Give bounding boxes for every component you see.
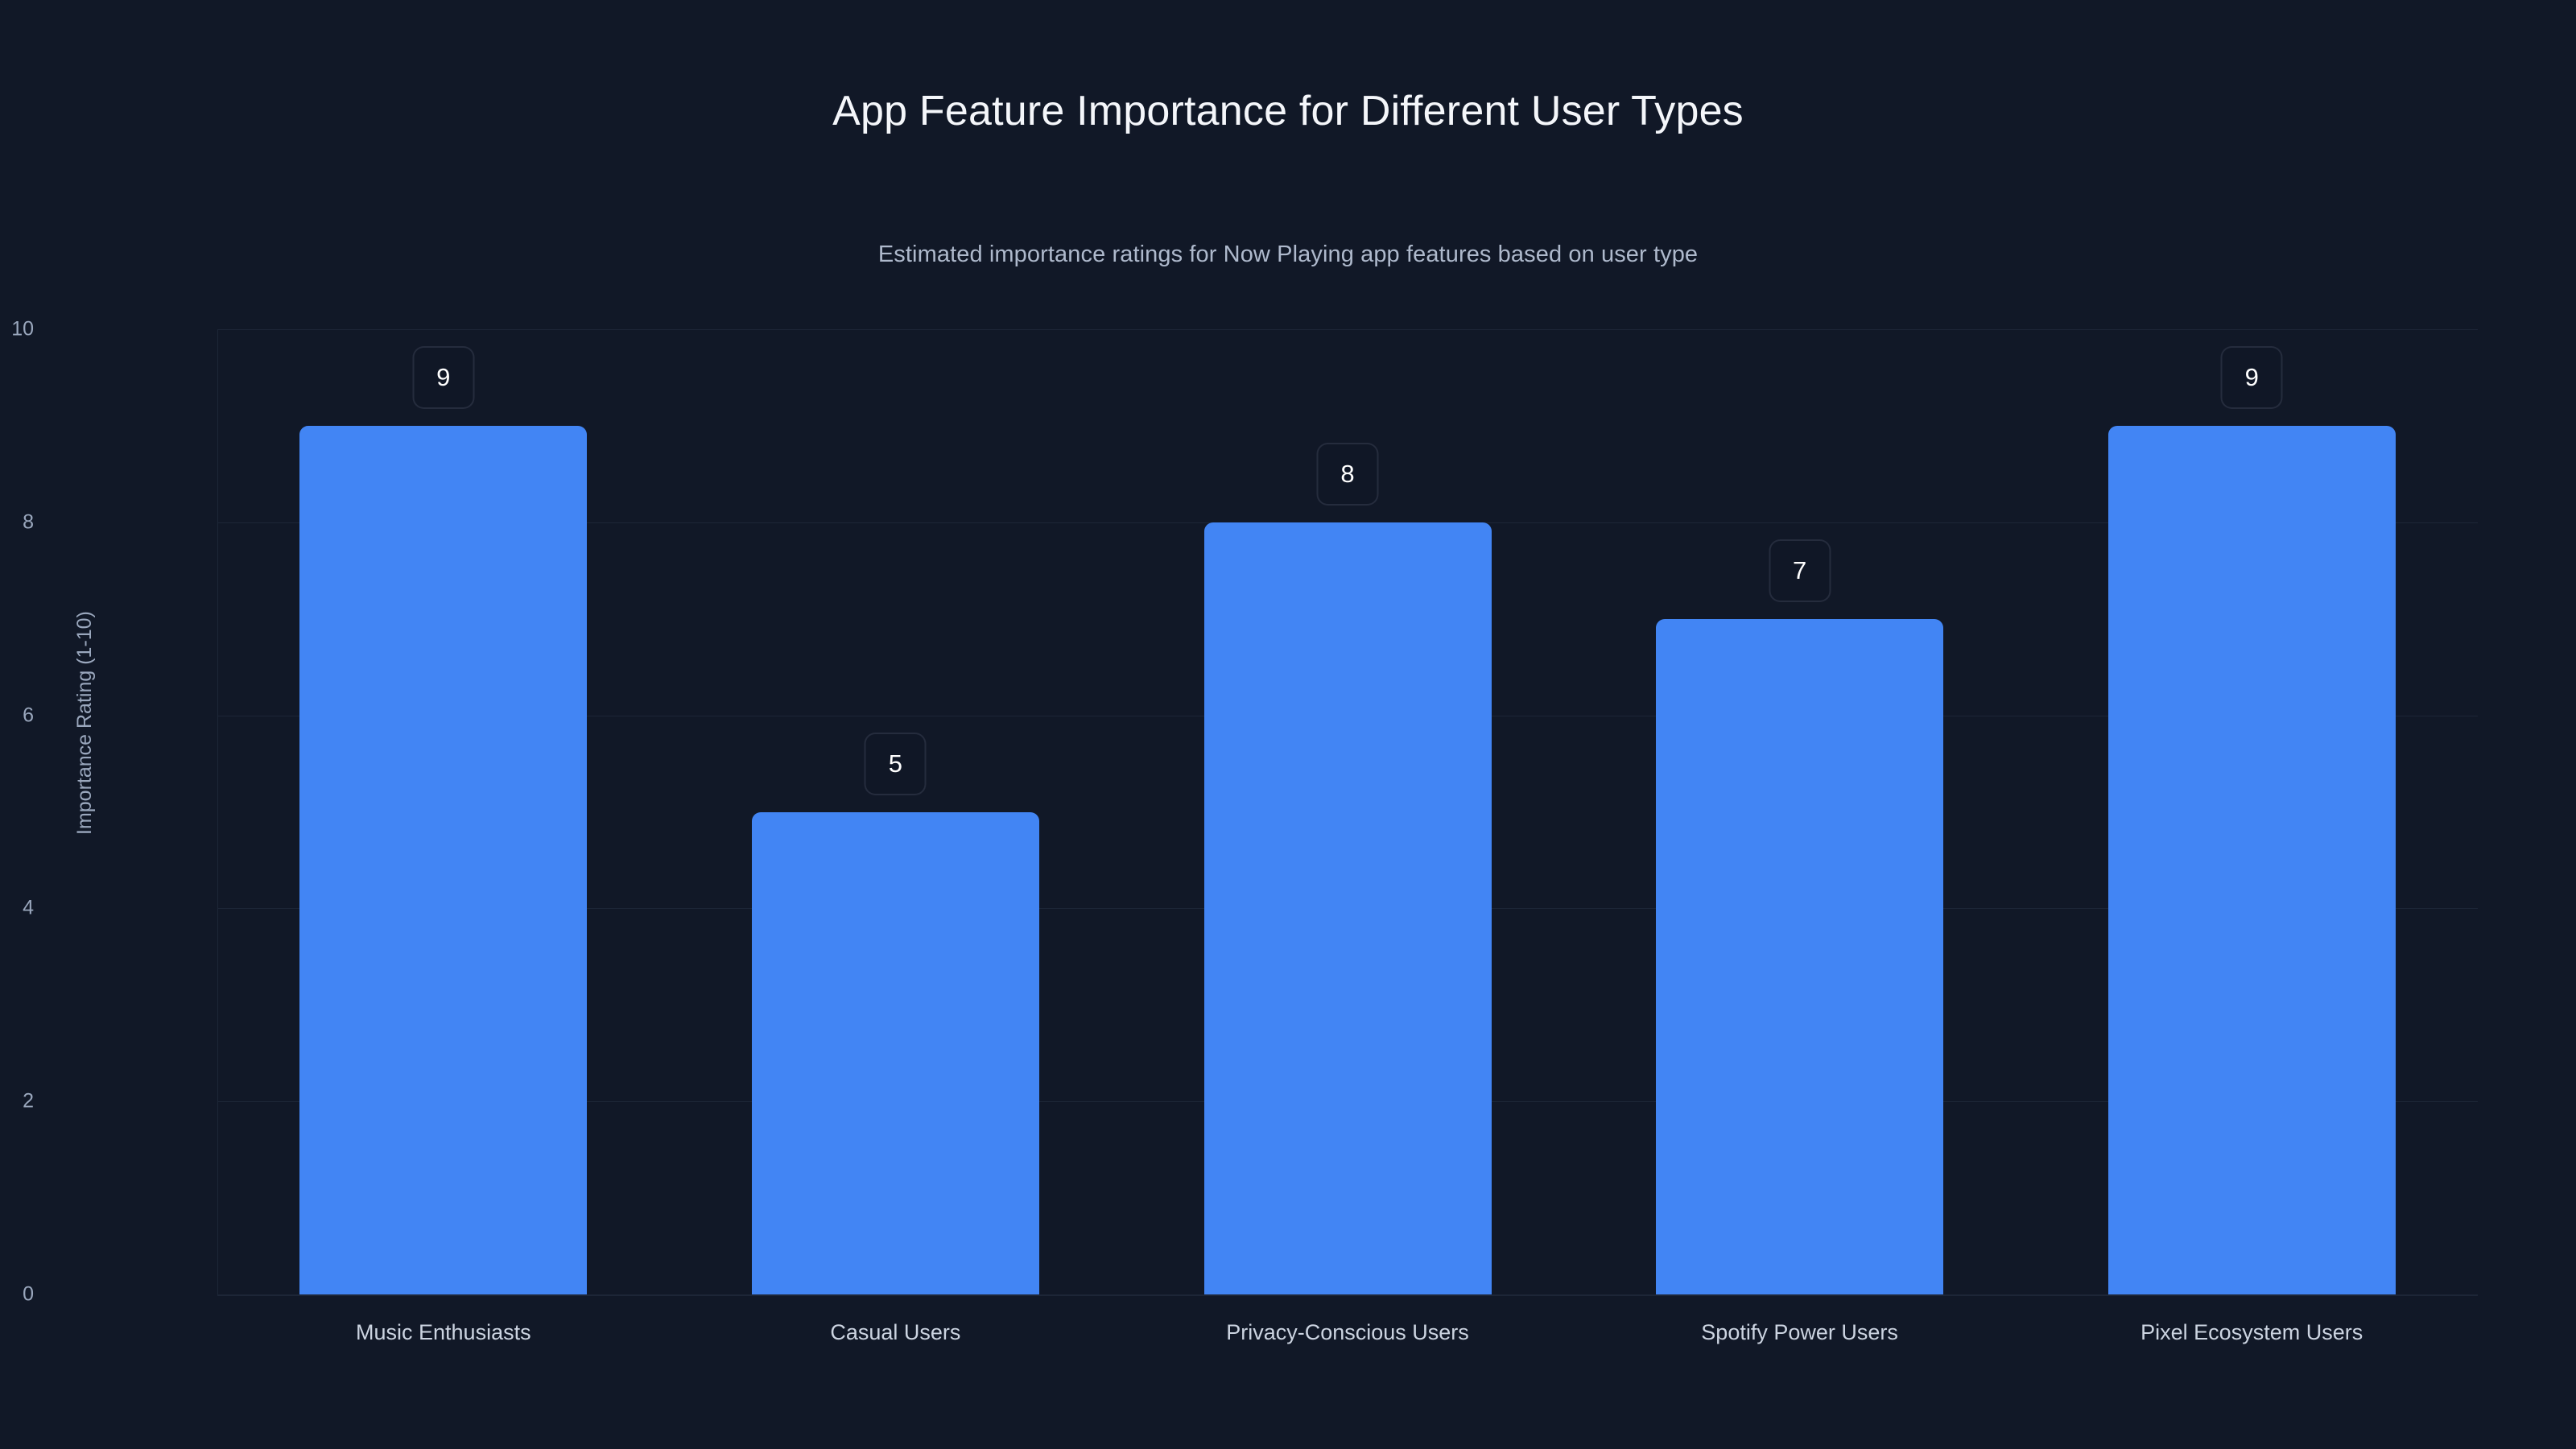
data-label-badge-4: 9 <box>2220 345 2283 409</box>
bar-0[interactable] <box>299 425 588 1294</box>
chart-title: App Feature Importance for Different Use… <box>832 88 1744 134</box>
y-axis-title: Importance Rating (1-10) <box>73 611 96 835</box>
bar-3[interactable] <box>1656 618 1944 1294</box>
bar-1[interactable] <box>751 811 1039 1294</box>
x-axis-line <box>217 1294 2478 1296</box>
y-tick-label-4: 4 <box>23 896 34 919</box>
y-tick-label-8: 8 <box>23 510 34 534</box>
x-tick-label-0: Music Enthusiasts <box>356 1320 531 1344</box>
y-tick-label-6: 6 <box>23 704 34 727</box>
x-tick-label-2: Privacy-Conscious Users <box>1226 1320 1469 1344</box>
data-label-badge-0: 9 <box>412 345 475 409</box>
plot-area <box>217 329 2478 1295</box>
x-tick-label-1: Casual Users <box>830 1320 961 1344</box>
y-tick-label-0: 0 <box>23 1282 34 1306</box>
bar-4[interactable] <box>2107 425 2396 1294</box>
data-label-badge-2: 8 <box>1316 442 1379 506</box>
gridline-y-10 <box>217 329 2478 330</box>
data-label-badge-3: 7 <box>1769 539 1831 602</box>
y-tick-label-2: 2 <box>23 1089 34 1113</box>
bar-2[interactable] <box>1203 522 1492 1294</box>
data-label-badge-1: 5 <box>864 732 927 795</box>
y-tick-label-10: 10 <box>11 317 34 341</box>
chart-subtitle: Estimated importance ratings for Now Pla… <box>877 242 1699 267</box>
x-tick-label-3: Spotify Power Users <box>1701 1320 1898 1344</box>
x-tick-label-4: Pixel Ecosystem Users <box>2140 1320 2363 1344</box>
y-axis-line <box>217 329 218 1294</box>
